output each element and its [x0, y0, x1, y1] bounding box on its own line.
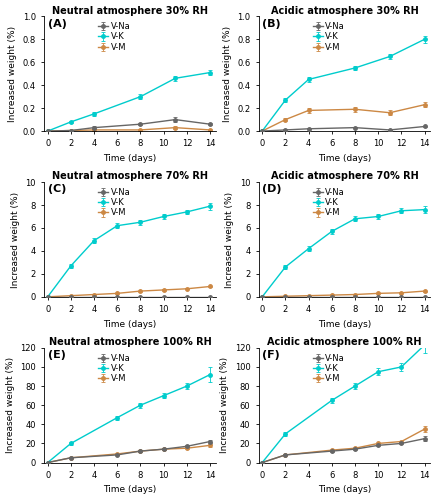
Y-axis label: Increased weight (%): Increased weight (%): [6, 357, 14, 453]
Y-axis label: Increased weight (%): Increased weight (%): [8, 26, 17, 122]
Text: (C): (C): [48, 184, 66, 194]
Title: Acidic atmosphere 70% RH: Acidic atmosphere 70% RH: [271, 172, 419, 181]
Title: Acidic atmosphere 30% RH: Acidic atmosphere 30% RH: [271, 6, 419, 16]
Title: Acidic atmosphere 100% RH: Acidic atmosphere 100% RH: [267, 337, 422, 347]
Y-axis label: Increased weight (%): Increased weight (%): [223, 26, 232, 122]
Title: Neutral atmosphere 30% RH: Neutral atmosphere 30% RH: [52, 6, 208, 16]
X-axis label: Time (days): Time (days): [103, 320, 157, 328]
Legend: V-Na, V-K, V-M: V-Na, V-K, V-M: [311, 352, 347, 385]
X-axis label: Time (days): Time (days): [103, 154, 157, 163]
X-axis label: Time (days): Time (days): [318, 320, 371, 328]
X-axis label: Time (days): Time (days): [318, 486, 371, 494]
Title: Neutral atmosphere 100% RH: Neutral atmosphere 100% RH: [49, 337, 211, 347]
Legend: V-Na, V-K, V-M: V-Na, V-K, V-M: [311, 20, 347, 54]
Text: (B): (B): [262, 18, 281, 28]
Legend: V-Na, V-K, V-M: V-Na, V-K, V-M: [311, 186, 347, 219]
Text: (E): (E): [48, 350, 65, 360]
Text: (F): (F): [262, 350, 280, 360]
Legend: V-Na, V-K, V-M: V-Na, V-K, V-M: [96, 352, 132, 385]
X-axis label: Time (days): Time (days): [103, 486, 157, 494]
Text: (D): (D): [262, 184, 282, 194]
Legend: V-Na, V-K, V-M: V-Na, V-K, V-M: [96, 186, 132, 219]
X-axis label: Time (days): Time (days): [318, 154, 371, 163]
Y-axis label: Increased weight (%): Increased weight (%): [225, 192, 234, 288]
Y-axis label: Increased weight (%): Increased weight (%): [220, 357, 229, 453]
Title: Neutral atmosphere 70% RH: Neutral atmosphere 70% RH: [52, 172, 208, 181]
Text: (A): (A): [48, 18, 67, 28]
Legend: V-Na, V-K, V-M: V-Na, V-K, V-M: [96, 20, 132, 54]
Y-axis label: Increased weight (%): Increased weight (%): [11, 192, 20, 288]
